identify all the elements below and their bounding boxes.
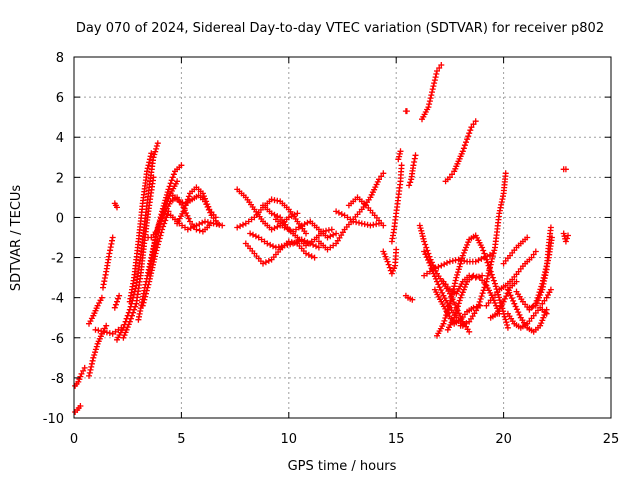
data-point-series (247, 230, 322, 251)
x-tick-label: 10 (281, 432, 298, 447)
y-tick-label: 6 (56, 91, 64, 106)
y-tick-label: -8 (51, 372, 64, 387)
data-point-series (333, 208, 382, 229)
data-point-series (72, 403, 84, 415)
x-tick-label: 0 (70, 432, 78, 447)
data-point-series (260, 202, 335, 249)
y-tick-label: 8 (56, 51, 64, 66)
data-point-series (539, 286, 554, 307)
data-point-series (315, 170, 387, 253)
data-point-series (72, 364, 88, 389)
data-point-series (86, 322, 110, 379)
data-point-series (111, 292, 123, 311)
data-point-series (419, 62, 445, 123)
data-point-series (388, 162, 405, 245)
data-point-series (111, 200, 120, 211)
data-point-series (560, 230, 571, 245)
data-point-series (120, 174, 157, 341)
y-tick-label: 2 (56, 171, 64, 186)
x-tick-label: 5 (177, 432, 185, 447)
data-point-series (440, 272, 486, 297)
y-tick-label: -4 (51, 292, 64, 307)
data-point-series (402, 292, 416, 303)
plot-frame (73, 56, 612, 419)
x-tick-label: 20 (495, 432, 512, 447)
data-point-series (345, 194, 387, 229)
grid (74, 57, 611, 418)
data-point-series (444, 272, 503, 333)
y-tick-label: -2 (51, 252, 64, 267)
y-axis-label: SDTVAR / TECUs (9, 185, 24, 292)
data-point-series (504, 286, 550, 335)
x-tick-label: 25 (603, 432, 620, 447)
x-axis-label: GPS time / hours (288, 459, 397, 474)
data-point-series (395, 148, 404, 163)
data-point-series (457, 170, 509, 329)
data-points (72, 62, 571, 415)
data-point-series (86, 294, 105, 327)
data-point-series (526, 224, 554, 311)
data-point-series (406, 152, 419, 189)
data-point-series (560, 166, 569, 173)
data-point-series (500, 234, 531, 267)
data-point-series (483, 248, 539, 309)
y-tick-label: -10 (43, 412, 64, 427)
data-point-series (126, 150, 155, 305)
data-point-series (487, 278, 520, 321)
data-point-series (402, 108, 410, 115)
data-point-series (380, 246, 400, 277)
data-point-series (167, 212, 226, 233)
data-point-series (504, 304, 550, 331)
y-tick-label: 4 (56, 131, 64, 146)
data-point-series (442, 118, 479, 185)
chart-title: Day 070 of 2024, Sidereal Day-to-day VTE… (76, 21, 604, 36)
y-tick-label: -6 (51, 332, 64, 347)
y-tick-label: 0 (56, 211, 64, 226)
x-tick-label: 15 (388, 432, 405, 447)
data-point-series (242, 238, 318, 267)
data-point-series (92, 324, 125, 337)
data-point-series (100, 234, 116, 291)
axis-ticks: 0 5 10 15 20 25 -10 -8 -6 -4 -2 0 2 4 6 8 (43, 51, 620, 447)
